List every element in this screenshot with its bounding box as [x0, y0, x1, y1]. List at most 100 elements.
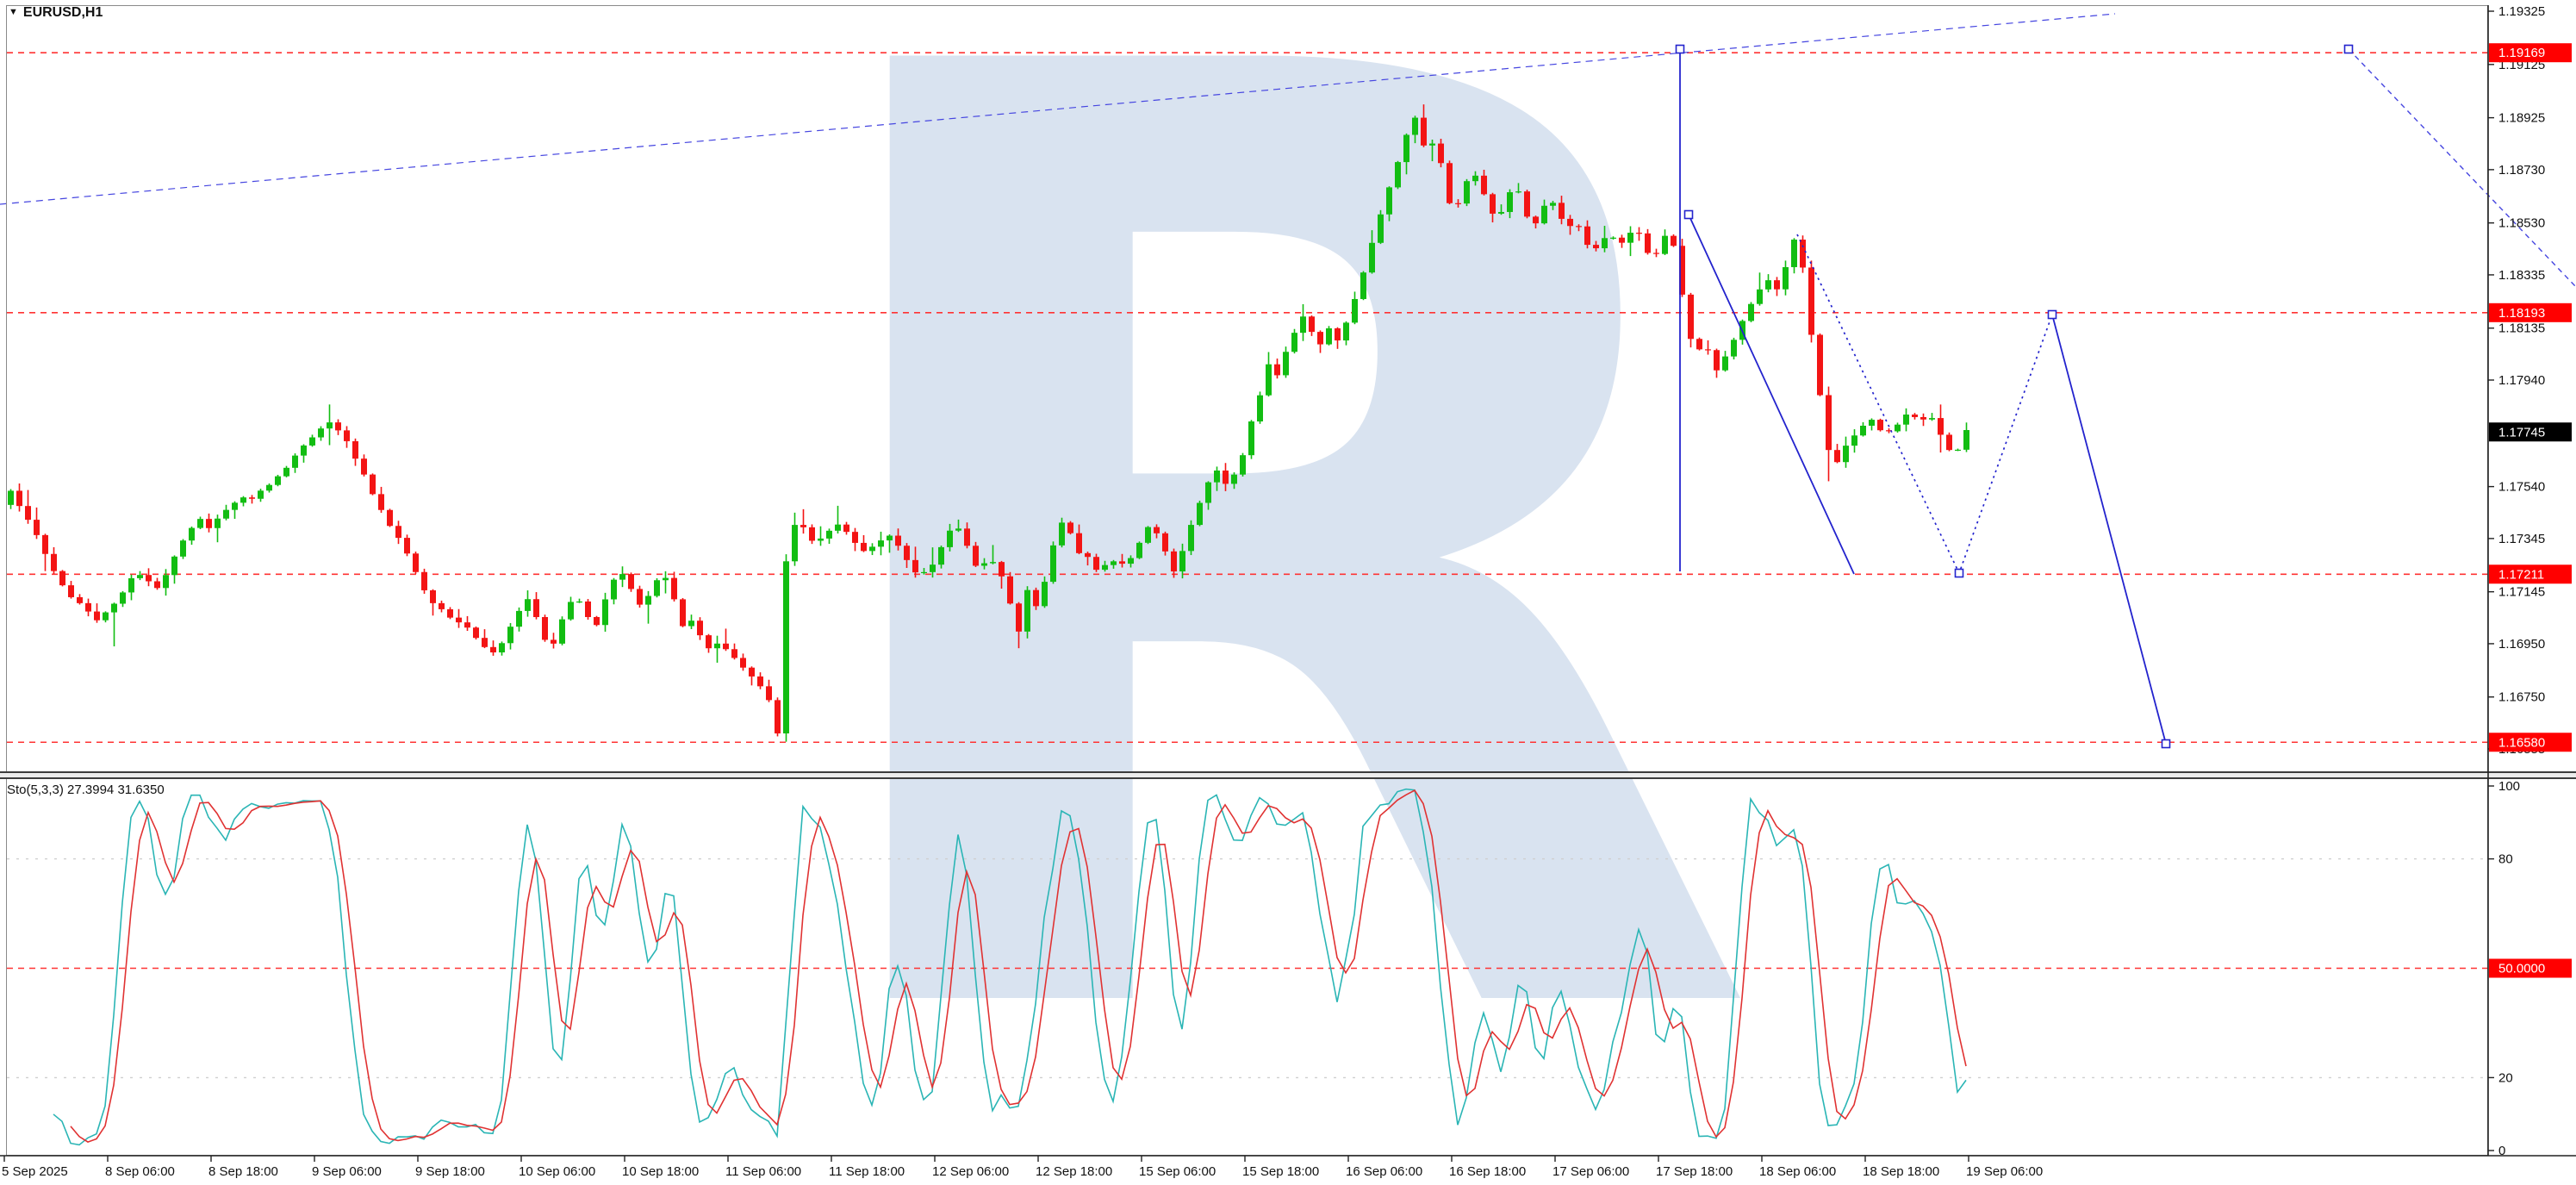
candle-body: [103, 612, 109, 621]
candle-body: [1231, 474, 1237, 484]
candle-body: [1515, 191, 1521, 193]
price-highlight-box: [2489, 422, 2572, 442]
candle-body: [171, 556, 177, 576]
candle-body: [1955, 449, 1961, 452]
price-highlight-box: [2489, 733, 2572, 752]
candle-body: [223, 509, 229, 519]
object-handle[interactable]: [2161, 739, 2171, 749]
candle-body: [1808, 267, 1814, 335]
candle-body: [1343, 322, 1349, 341]
candle-body: [1490, 194, 1496, 214]
candle-body: [1731, 340, 1737, 357]
candle-body: [1920, 416, 1926, 420]
candle-body: [568, 602, 574, 620]
candle-body: [1102, 564, 1108, 571]
price-tick-label: 1.18730: [2498, 163, 2545, 178]
time-tick-label: 11 Sep 06:00: [725, 1164, 801, 1179]
indicator-axis[interactable]: 100 80 20 0 50.0000: [2488, 779, 2572, 1158]
time-tick-label: 17 Sep 06:00: [1552, 1164, 1629, 1179]
price-axis[interactable]: 1.193251.191251.189251.187301.185301.183…: [2488, 4, 2572, 757]
candle-body: [1085, 552, 1091, 558]
candle-body: [533, 599, 539, 618]
candle-body: [731, 649, 737, 658]
candle-body: [1791, 240, 1797, 267]
candle-body: [1447, 163, 1453, 203]
candle-body: [370, 474, 376, 495]
candlesticks: [8, 104, 1969, 742]
candle-body: [895, 535, 901, 546]
candle-body: [1541, 205, 1547, 224]
candle-body: [955, 528, 961, 531]
object-handle[interactable]: [1954, 568, 1964, 578]
impulse-line[interactable]: [1688, 214, 1855, 575]
candle-body: [456, 617, 462, 623]
symbol-text: EURUSD,H1: [22, 5, 103, 20]
candle-body: [352, 440, 358, 459]
candle-body: [1550, 203, 1556, 206]
candle-body: [137, 575, 143, 578]
candle-body: [128, 577, 134, 593]
candle-body: [938, 546, 944, 565]
candle-body: [1395, 162, 1401, 188]
object-handle[interactable]: [1683, 209, 1694, 220]
candle-body: [1774, 280, 1780, 290]
candle-body: [1257, 395, 1263, 422]
time-tick-label: 16 Sep 18:00: [1449, 1164, 1526, 1179]
object-handle[interactable]: [1675, 44, 1685, 54]
solid-projection-line[interactable]: [2051, 314, 2167, 745]
stochastic-main-line: [53, 788, 1967, 1146]
candle-body: [1851, 435, 1857, 446]
descending-projection-line[interactable]: [2348, 48, 2576, 288]
candle-body: [697, 621, 703, 636]
candle-body: [1240, 455, 1246, 475]
candle-body: [378, 494, 384, 510]
candle-body: [1007, 576, 1013, 604]
candle-body: [1171, 551, 1177, 572]
candle-body: [395, 526, 401, 539]
time-tick-label: 9 Sep 18:00: [415, 1164, 485, 1179]
object-handle[interactable]: [2343, 44, 2354, 54]
analysis-objects[interactable]: [0, 13, 2576, 749]
time-tick-label: 5 Sep 2025: [2, 1164, 68, 1179]
candle-body: [585, 601, 591, 617]
time-axis[interactable]: 5 Sep 2025 8 Sep 06:00 8 Sep 18:00 9 Sep 06…: [2, 1156, 2043, 1179]
candle-body: [301, 445, 307, 456]
ascending-trendline[interactable]: [0, 13, 2116, 205]
candle-body: [861, 542, 867, 552]
chevron-down-icon[interactable]: ▼: [9, 7, 18, 17]
price-highlight-label: 1.17211: [2498, 567, 2544, 582]
indicator-name: Sto(5,3,3): [7, 783, 64, 797]
candle-body: [1645, 233, 1651, 253]
candle-body: [1335, 327, 1341, 341]
candle-body: [525, 599, 531, 611]
indicator-highlight-label: 50.0000: [2498, 962, 2545, 976]
candle-body: [1421, 117, 1427, 146]
candle-body: [1067, 522, 1073, 533]
time-tick-label: 11 Sep 18:00: [829, 1164, 905, 1179]
symbol-timeframe-label[interactable]: ▼ EURUSD,H1: [9, 5, 103, 21]
candle-body: [85, 602, 91, 612]
candle-body: [482, 638, 488, 647]
candle-body: [25, 506, 31, 521]
candle-body: [1817, 334, 1823, 396]
candle-body: [749, 667, 755, 677]
candle-body: [1946, 434, 1952, 451]
candle-body: [34, 520, 40, 535]
candle-body: [249, 497, 255, 499]
panel-separator[interactable]: [0, 772, 2576, 778]
panel-frames: [0, 5, 2576, 1157]
indicator-label: Sto(5,3,3) 27.3994 31.6350: [7, 783, 165, 797]
candle-body: [723, 643, 729, 650]
candle-body: [275, 476, 281, 485]
candle-body: [507, 627, 513, 644]
candle-body: [1378, 214, 1384, 243]
dotted-projection-zigzag[interactable]: [1796, 234, 2053, 576]
price-tick-label: 1.18925: [2498, 111, 2545, 126]
candle-body: [930, 564, 936, 572]
candle-body: [1903, 415, 1909, 425]
candle-body: [757, 676, 763, 687]
candle-body: [1352, 298, 1358, 323]
object-handle[interactable]: [2047, 309, 2057, 320]
candle-body: [964, 528, 970, 546]
